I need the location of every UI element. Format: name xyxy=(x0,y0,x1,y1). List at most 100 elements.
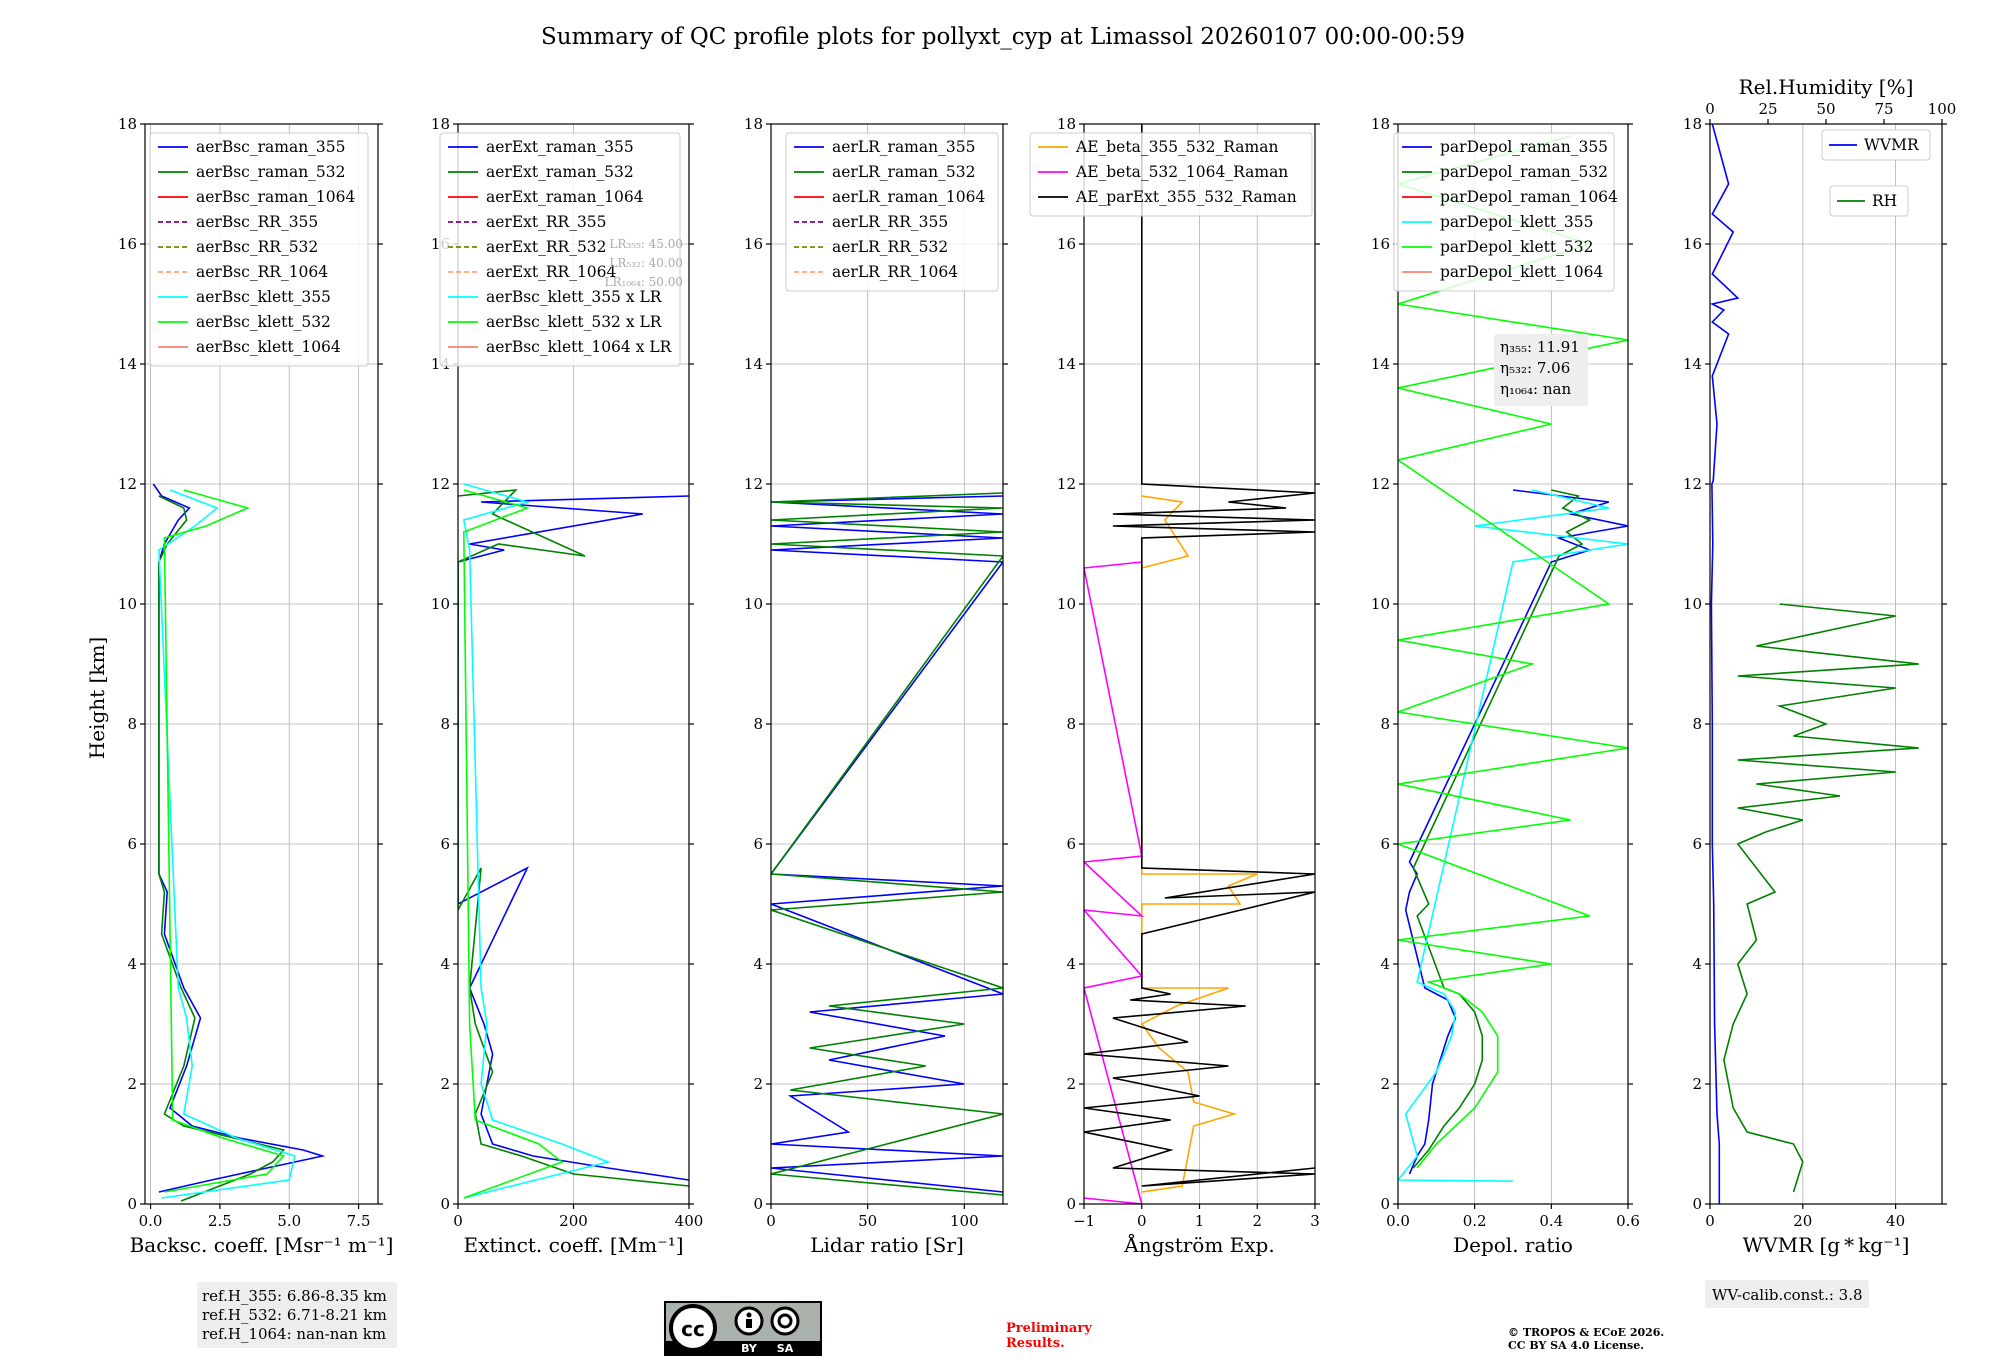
x-tick-label: 400 xyxy=(675,1212,704,1230)
series-AE_parExt_355_532_Raman xyxy=(1084,124,1315,1187)
y-tick-label: 18 xyxy=(1057,115,1076,133)
y-tick-label: 10 xyxy=(1371,595,1390,613)
legend-label: parDepol_klett_532 xyxy=(1440,238,1593,256)
legend-label: AE_beta_355_532_Raman xyxy=(1075,138,1278,156)
wv-calib-box: WV-calib.const.: 3.8 xyxy=(1705,1280,1869,1308)
y-tick-label: 18 xyxy=(118,115,137,133)
y-tick-label: 0 xyxy=(1066,1195,1076,1213)
x-tick-label: −1 xyxy=(1073,1212,1095,1230)
y-tick-label: 12 xyxy=(1371,475,1390,493)
x-tick-label: 0 xyxy=(1705,1212,1715,1230)
legend-label: WVMR xyxy=(1864,136,1920,154)
x-tick-label: 2 xyxy=(1252,1212,1262,1230)
cc-sa-text: SA xyxy=(777,1342,794,1355)
x-tick-label: 0 xyxy=(766,1212,776,1230)
y-tick-label: 10 xyxy=(431,595,450,613)
top-x-tick-label: 25 xyxy=(1758,100,1777,118)
panel-depol: 0 2 4 6 8 10 12 14 16 18 0.0 0.2 0.4 0.6 Depol. ratio p… xyxy=(1371,115,1640,1257)
x-tick-label: 0.2 xyxy=(1463,1212,1487,1230)
y-tick-label: 6 xyxy=(753,835,763,853)
y-tick-label: 0 xyxy=(753,1195,763,1213)
y-tick-label: 14 xyxy=(1371,355,1390,373)
series-aerBsc_raman_355 xyxy=(152,483,326,1193)
y-tick-label: 10 xyxy=(1683,595,1702,613)
series-AE_beta_532_1064_Raman xyxy=(1084,561,1145,1204)
y-tick-label: 6 xyxy=(440,835,450,853)
y-tick-label: 12 xyxy=(744,475,763,493)
eta-label: η₅₃₂: 7.06 xyxy=(1500,359,1570,377)
y-tick-label: 2 xyxy=(1692,1075,1702,1093)
y-tick-label: 0 xyxy=(1380,1195,1390,1213)
series-group xyxy=(1710,124,1919,1204)
y-tick-label: 0 xyxy=(440,1195,450,1213)
sa-share-icon xyxy=(770,1306,800,1336)
legend-label: parDepol_raman_532 xyxy=(1440,163,1608,181)
y-tick-label: 16 xyxy=(1057,235,1076,253)
x-axis-label: Backsc. coeff. [Msr⁻¹ m⁻¹] xyxy=(130,1233,394,1257)
eta-label: η₁₀₆₄: nan xyxy=(1500,380,1571,398)
y-tick-label: 8 xyxy=(127,715,137,733)
y-tick-label: 4 xyxy=(127,955,137,973)
y-tick-label: 12 xyxy=(431,475,450,493)
y-tick-label: 18 xyxy=(1371,115,1390,133)
cc-text: cc xyxy=(681,1317,705,1341)
x-tick-label: 3 xyxy=(1310,1212,1320,1230)
y-tick-label: 4 xyxy=(1692,955,1702,973)
panel-lr: 0 2 4 6 8 10 12 14 16 18 0 50 100 Lidar ratio [Sr] aer… xyxy=(744,115,1008,1257)
ref-height-355: ref.H_355: 6.86-8.35 km xyxy=(202,1287,387,1305)
y-tick-label: 12 xyxy=(1057,475,1076,493)
legend-WVMR: WVMR xyxy=(1821,129,1931,161)
y-tick-label: 8 xyxy=(1380,715,1390,733)
y-tick-label: 2 xyxy=(440,1075,450,1093)
axes-frame xyxy=(770,123,1004,1205)
figure-title: Summary of QC profile plots for pollyxt_… xyxy=(541,24,1465,50)
series-aerBsc_klett_355 xyxy=(158,489,296,1199)
series-aerLR_raman_355 xyxy=(771,495,1003,1193)
x-tick-label: 0.0 xyxy=(1386,1212,1410,1230)
legend-label: aerBsc_klett_1064 xyxy=(196,338,341,356)
y-tick-label: 10 xyxy=(744,595,763,613)
lr-note: LR₅₃₂: 40.00 xyxy=(609,256,683,270)
y-tick-label: 18 xyxy=(1683,115,1702,133)
x-tick-label: 0 xyxy=(453,1212,463,1230)
top-x-tick-label: 0 xyxy=(1705,100,1715,118)
x-tick-label: 50 xyxy=(858,1212,877,1230)
x-tick-label: 100 xyxy=(950,1212,979,1230)
legend-label: aerLR_RR_1064 xyxy=(832,263,958,281)
legend-label: aerLR_raman_355 xyxy=(832,138,975,156)
legend-label: aerExt_raman_355 xyxy=(486,138,634,156)
series-aerBsc_klett_532 x LR xyxy=(462,489,564,1199)
copyright-line-1: © TROPOS & ECoE 2026. xyxy=(1508,1326,1664,1339)
legend-label: aerBsc_RR_1064 xyxy=(196,263,328,281)
top-axis-label: Rel.Humidity [%] xyxy=(1739,75,1914,99)
y-axis-label: Height [km] xyxy=(85,637,109,759)
series-aerExt_raman_532 xyxy=(458,488,689,1187)
series-group xyxy=(458,483,689,1199)
y-tick-label: 14 xyxy=(1683,355,1702,373)
y-tick-label: 2 xyxy=(127,1075,137,1093)
preliminary-line-2: Results. xyxy=(1006,1336,1065,1351)
legend-label: aerLR_raman_532 xyxy=(832,163,975,181)
y-tick-label: 8 xyxy=(1066,715,1076,733)
y-tick-label: 8 xyxy=(1692,715,1702,733)
legend-label: aerLR_raman_1064 xyxy=(832,188,985,206)
top-x-tick-label: 50 xyxy=(1816,100,1835,118)
y-tick-label: 0 xyxy=(127,1195,137,1213)
panel-ext: 0246810121416180200400Extinct. coeff. [M… xyxy=(431,115,703,1257)
lr-note: LR₁₀₆₄: 50.00 xyxy=(605,275,683,289)
legend-RH: RH xyxy=(1829,185,1909,217)
y-tick-label: 16 xyxy=(1371,235,1390,253)
axes-frame xyxy=(144,123,379,1205)
legend-label: RH xyxy=(1872,192,1897,210)
y-tick-label: 2 xyxy=(753,1075,763,1093)
y-tick-label: 12 xyxy=(1683,475,1702,493)
legend-label: aerBsc_klett_532 x LR xyxy=(486,313,663,331)
x-tick-label: 200 xyxy=(559,1212,588,1230)
legend-label: aerBsc_raman_355 xyxy=(196,138,346,156)
y-tick-label: 0 xyxy=(1692,1195,1702,1213)
legend: aerBsc_raman_355 aerBsc_raman_532 aerBsc_r… xyxy=(149,132,369,367)
y-tick-label: 18 xyxy=(431,115,450,133)
x-tick-label: 1 xyxy=(1195,1212,1205,1230)
series-WVMR xyxy=(1710,124,1740,1204)
